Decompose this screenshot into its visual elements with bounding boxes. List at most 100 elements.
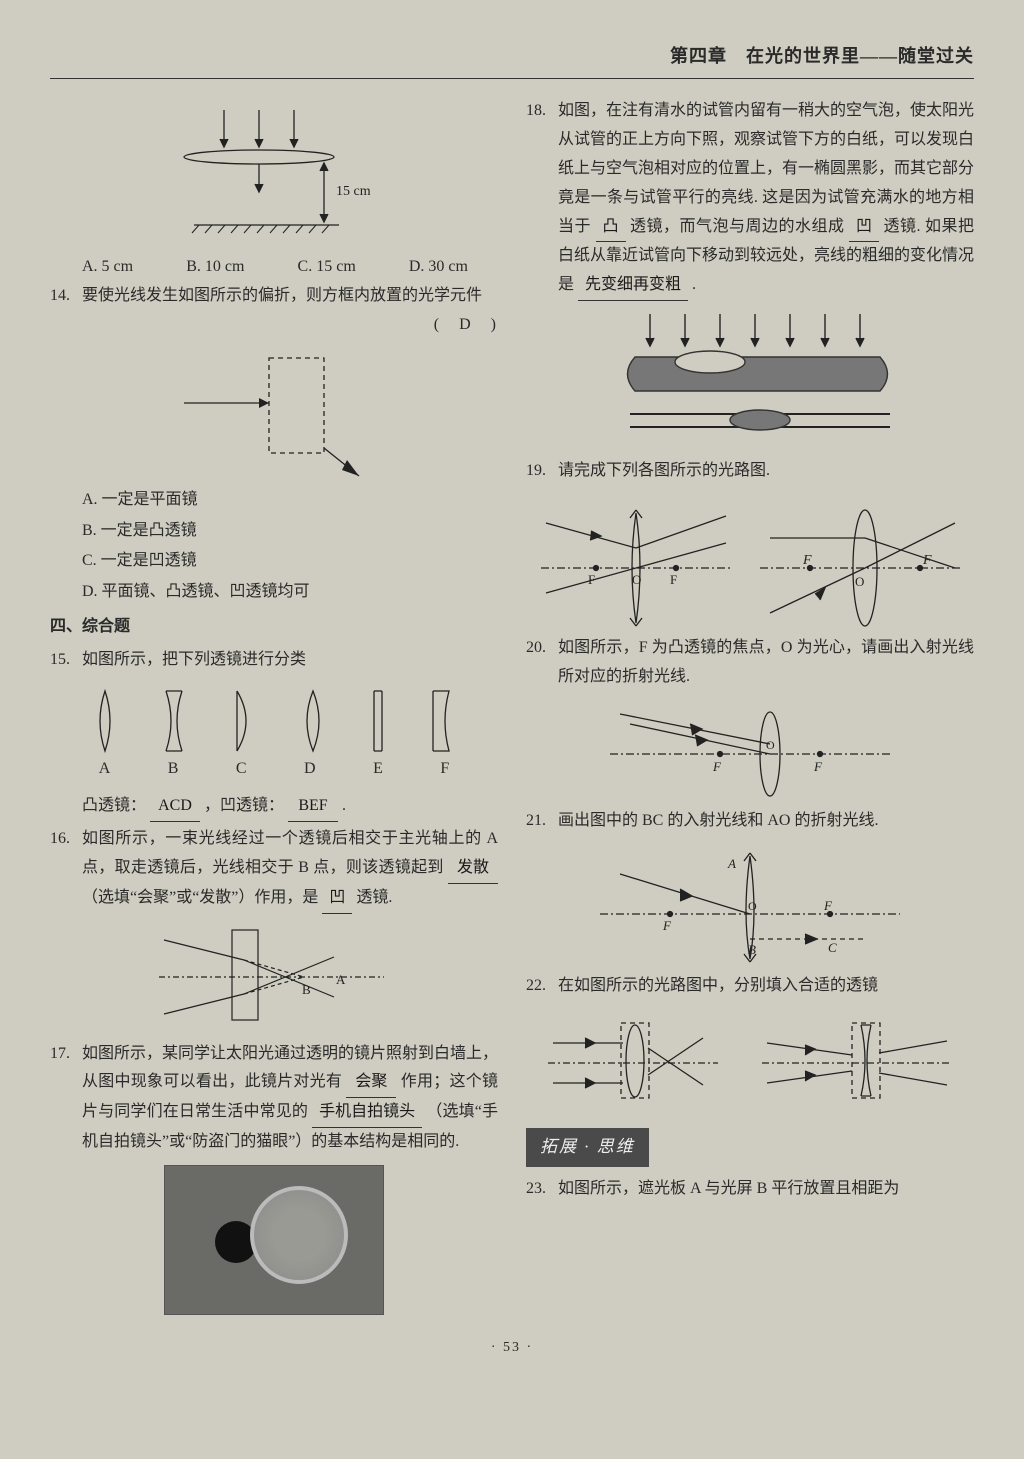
q23-number: 23. bbox=[526, 1175, 558, 1204]
q22-number: 22. bbox=[526, 972, 558, 1001]
q20-text: 如图所示，F 为凸透镜的焦点，O 为光心，请画出入射光线所对应的折射光线. bbox=[558, 634, 974, 692]
q13-diagram: 15 cm bbox=[164, 105, 384, 245]
svg-text:B: B bbox=[302, 982, 311, 997]
q13-options: A. 5 cm B. 10 cm C. 15 cm D. 30 cm bbox=[50, 253, 498, 282]
q14-options: A. 一定是平面镜 B. 一定是凸透镜 C. 一定是凹透镜 D. 平面镜、凸透镜… bbox=[50, 486, 498, 607]
q22-diagrams bbox=[526, 1007, 974, 1114]
q14-diagram bbox=[174, 348, 374, 478]
q13-opt-d: D. 30 cm bbox=[409, 253, 468, 282]
q18: 18. 如图，在注有清水的试管内留有一稍大的空气泡，使太阳光从试管的正上方向下照… bbox=[526, 97, 974, 301]
q17-photo bbox=[164, 1165, 384, 1315]
svg-text:O: O bbox=[632, 572, 641, 587]
svg-text:A: A bbox=[727, 856, 736, 871]
q15-text: 如图所示，把下列透镜进行分类 bbox=[82, 646, 498, 675]
lens-label-b: B bbox=[168, 755, 179, 784]
q23-text: 如图所示，遮光板 A 与光屏 B 平行放置且相距为 bbox=[558, 1175, 974, 1204]
q14-opt-c: C. 一定是凹透镜 bbox=[82, 547, 498, 576]
q16-text3: 透镜. bbox=[356, 889, 392, 906]
q22-diagram-right bbox=[757, 1013, 957, 1108]
q18-blank-1: 凸 bbox=[596, 213, 626, 243]
q14-opt-a: A. 一定是平面镜 bbox=[82, 486, 498, 515]
q14-opt-b: B. 一定是凸透镜 bbox=[82, 517, 498, 546]
content-columns: 15 cm A. 5 cm B. 10 cm C. 15 cm D. 30 cm… bbox=[50, 97, 974, 1322]
q16-blank-1: 发散 bbox=[448, 854, 498, 884]
q15-blank-concave: BEF bbox=[288, 792, 338, 822]
q17-blank-2: 手机自拍镜头 bbox=[312, 1098, 422, 1128]
chapter-header: 第四章 在光的世界里——随堂过关 bbox=[50, 40, 974, 79]
lens-label-d: D bbox=[304, 755, 316, 784]
q17-blank-1: 会聚 bbox=[346, 1068, 396, 1098]
lens-label-c: C bbox=[236, 755, 247, 784]
q19-text: 请完成下列各图所示的光路图. bbox=[558, 457, 974, 486]
lens-c-icon bbox=[225, 689, 261, 753]
q18-diagram bbox=[600, 309, 900, 449]
lens-label-e: E bbox=[373, 755, 383, 784]
q16-blank-2: 凹 bbox=[322, 884, 352, 914]
svg-text:F: F bbox=[712, 759, 722, 774]
q15-lens-labels: A B C D E F bbox=[50, 755, 498, 790]
svg-text:F: F bbox=[922, 553, 932, 568]
svg-text:F: F bbox=[802, 553, 812, 568]
q19-diagrams: F O F F F O bbox=[526, 492, 974, 634]
q18-text2: 透镜，而气泡与周边的水组成 bbox=[630, 218, 844, 235]
svg-text:O: O bbox=[855, 574, 864, 589]
q14: 14. 要使光线发生如图所示的偏折，则方框内放置的光学元件 ( D ) bbox=[50, 282, 498, 340]
q22-diagram-left bbox=[543, 1013, 723, 1108]
q16-text2: （选填“会聚”或“发散”）作用，是 bbox=[82, 889, 318, 906]
svg-text:O: O bbox=[748, 899, 757, 913]
q19-number: 19. bbox=[526, 457, 558, 486]
q18-number: 18. bbox=[526, 97, 558, 301]
q13-opt-c: C. 15 cm bbox=[298, 253, 356, 282]
svg-text:F: F bbox=[813, 759, 823, 774]
q18-blank-2: 凹 bbox=[849, 213, 879, 243]
svg-text:F: F bbox=[823, 898, 833, 913]
q19-diagram-right: F F O bbox=[755, 498, 965, 628]
q16-number: 16. bbox=[50, 825, 82, 913]
lens-a-icon bbox=[87, 689, 123, 753]
q18-blank-3: 先变细再变粗 bbox=[578, 271, 688, 301]
right-column: 18. 如图，在注有清水的试管内留有一稍大的空气泡，使太阳光从试管的正上方向下照… bbox=[526, 97, 974, 1322]
lens-f-icon bbox=[425, 689, 461, 753]
q19: 19. 请完成下列各图所示的光路图. bbox=[526, 457, 974, 486]
svg-text:F: F bbox=[588, 572, 595, 587]
lens-b-icon bbox=[156, 689, 192, 753]
svg-text:A: A bbox=[336, 972, 346, 987]
q21-number: 21. bbox=[526, 807, 558, 836]
q15: 15. 如图所示，把下列透镜进行分类 bbox=[50, 646, 498, 675]
svg-text:F: F bbox=[670, 572, 677, 587]
q21: 21. 画出图中的 BC 的入射光线和 AO 的折射光线. bbox=[526, 807, 974, 836]
svg-text:B: B bbox=[748, 942, 756, 957]
q13-distance-label: 15 cm bbox=[336, 184, 371, 199]
q21-diagram: A O B C F F bbox=[590, 844, 910, 964]
left-column: 15 cm A. 5 cm B. 10 cm C. 15 cm D. 30 cm… bbox=[50, 97, 498, 1322]
svg-text:O: O bbox=[766, 738, 775, 752]
q13-opt-a: A. 5 cm bbox=[82, 253, 133, 282]
svg-text:C: C bbox=[828, 940, 837, 955]
section-4-heading: 四、综合题 bbox=[50, 613, 498, 642]
q20: 20. 如图所示，F 为凸透镜的焦点，O 为光心，请画出入射光线所对应的折射光线… bbox=[526, 634, 974, 692]
q16-diagram: A B bbox=[154, 922, 394, 1032]
q14-opt-d: D. 平面镜、凸透镜、凹透镜均可 bbox=[82, 578, 498, 607]
q15-blank-convex: ACD bbox=[150, 792, 200, 822]
q22: 22. 在如图所示的光路图中，分别填入合适的透镜 bbox=[526, 972, 974, 1001]
q14-text: 要使光线发生如图所示的偏折，则方框内放置的光学元件 bbox=[82, 287, 482, 304]
page-number: · 53 · bbox=[50, 1335, 974, 1360]
q20-diagram: F O F bbox=[600, 699, 900, 799]
q20-number: 20. bbox=[526, 634, 558, 692]
lens-d-icon bbox=[295, 689, 331, 753]
q14-number: 14. bbox=[50, 282, 82, 340]
svg-text:F: F bbox=[662, 918, 672, 933]
expand-thinking-banner: 拓展 · 思维 bbox=[526, 1128, 649, 1167]
q23: 23. 如图所示，遮光板 A 与光屏 B 平行放置且相距为 bbox=[526, 1175, 974, 1204]
q15-answer-line: 凸透镜： ACD ，凹透镜： BEF . bbox=[50, 792, 498, 822]
q17-number: 17. bbox=[50, 1040, 82, 1157]
lens-e-icon bbox=[364, 689, 392, 753]
lens-label-a: A bbox=[99, 755, 111, 784]
q22-text: 在如图所示的光路图中，分别填入合适的透镜 bbox=[558, 972, 974, 1001]
q15-number: 15. bbox=[50, 646, 82, 675]
q19-diagram-left: F O F bbox=[536, 498, 736, 628]
q17: 17. 如图所示，某同学让太阳光通过透明的镜片照射到白墙上，从图中现象可以看出，… bbox=[50, 1040, 498, 1157]
lens-label-f: F bbox=[440, 755, 449, 784]
q15-lens-shapes bbox=[50, 681, 498, 755]
q16-text1: 如图所示，一束光线经过一个透镜后相交于主光轴上的 A 点，取走透镜后，光线相交于… bbox=[82, 830, 498, 876]
